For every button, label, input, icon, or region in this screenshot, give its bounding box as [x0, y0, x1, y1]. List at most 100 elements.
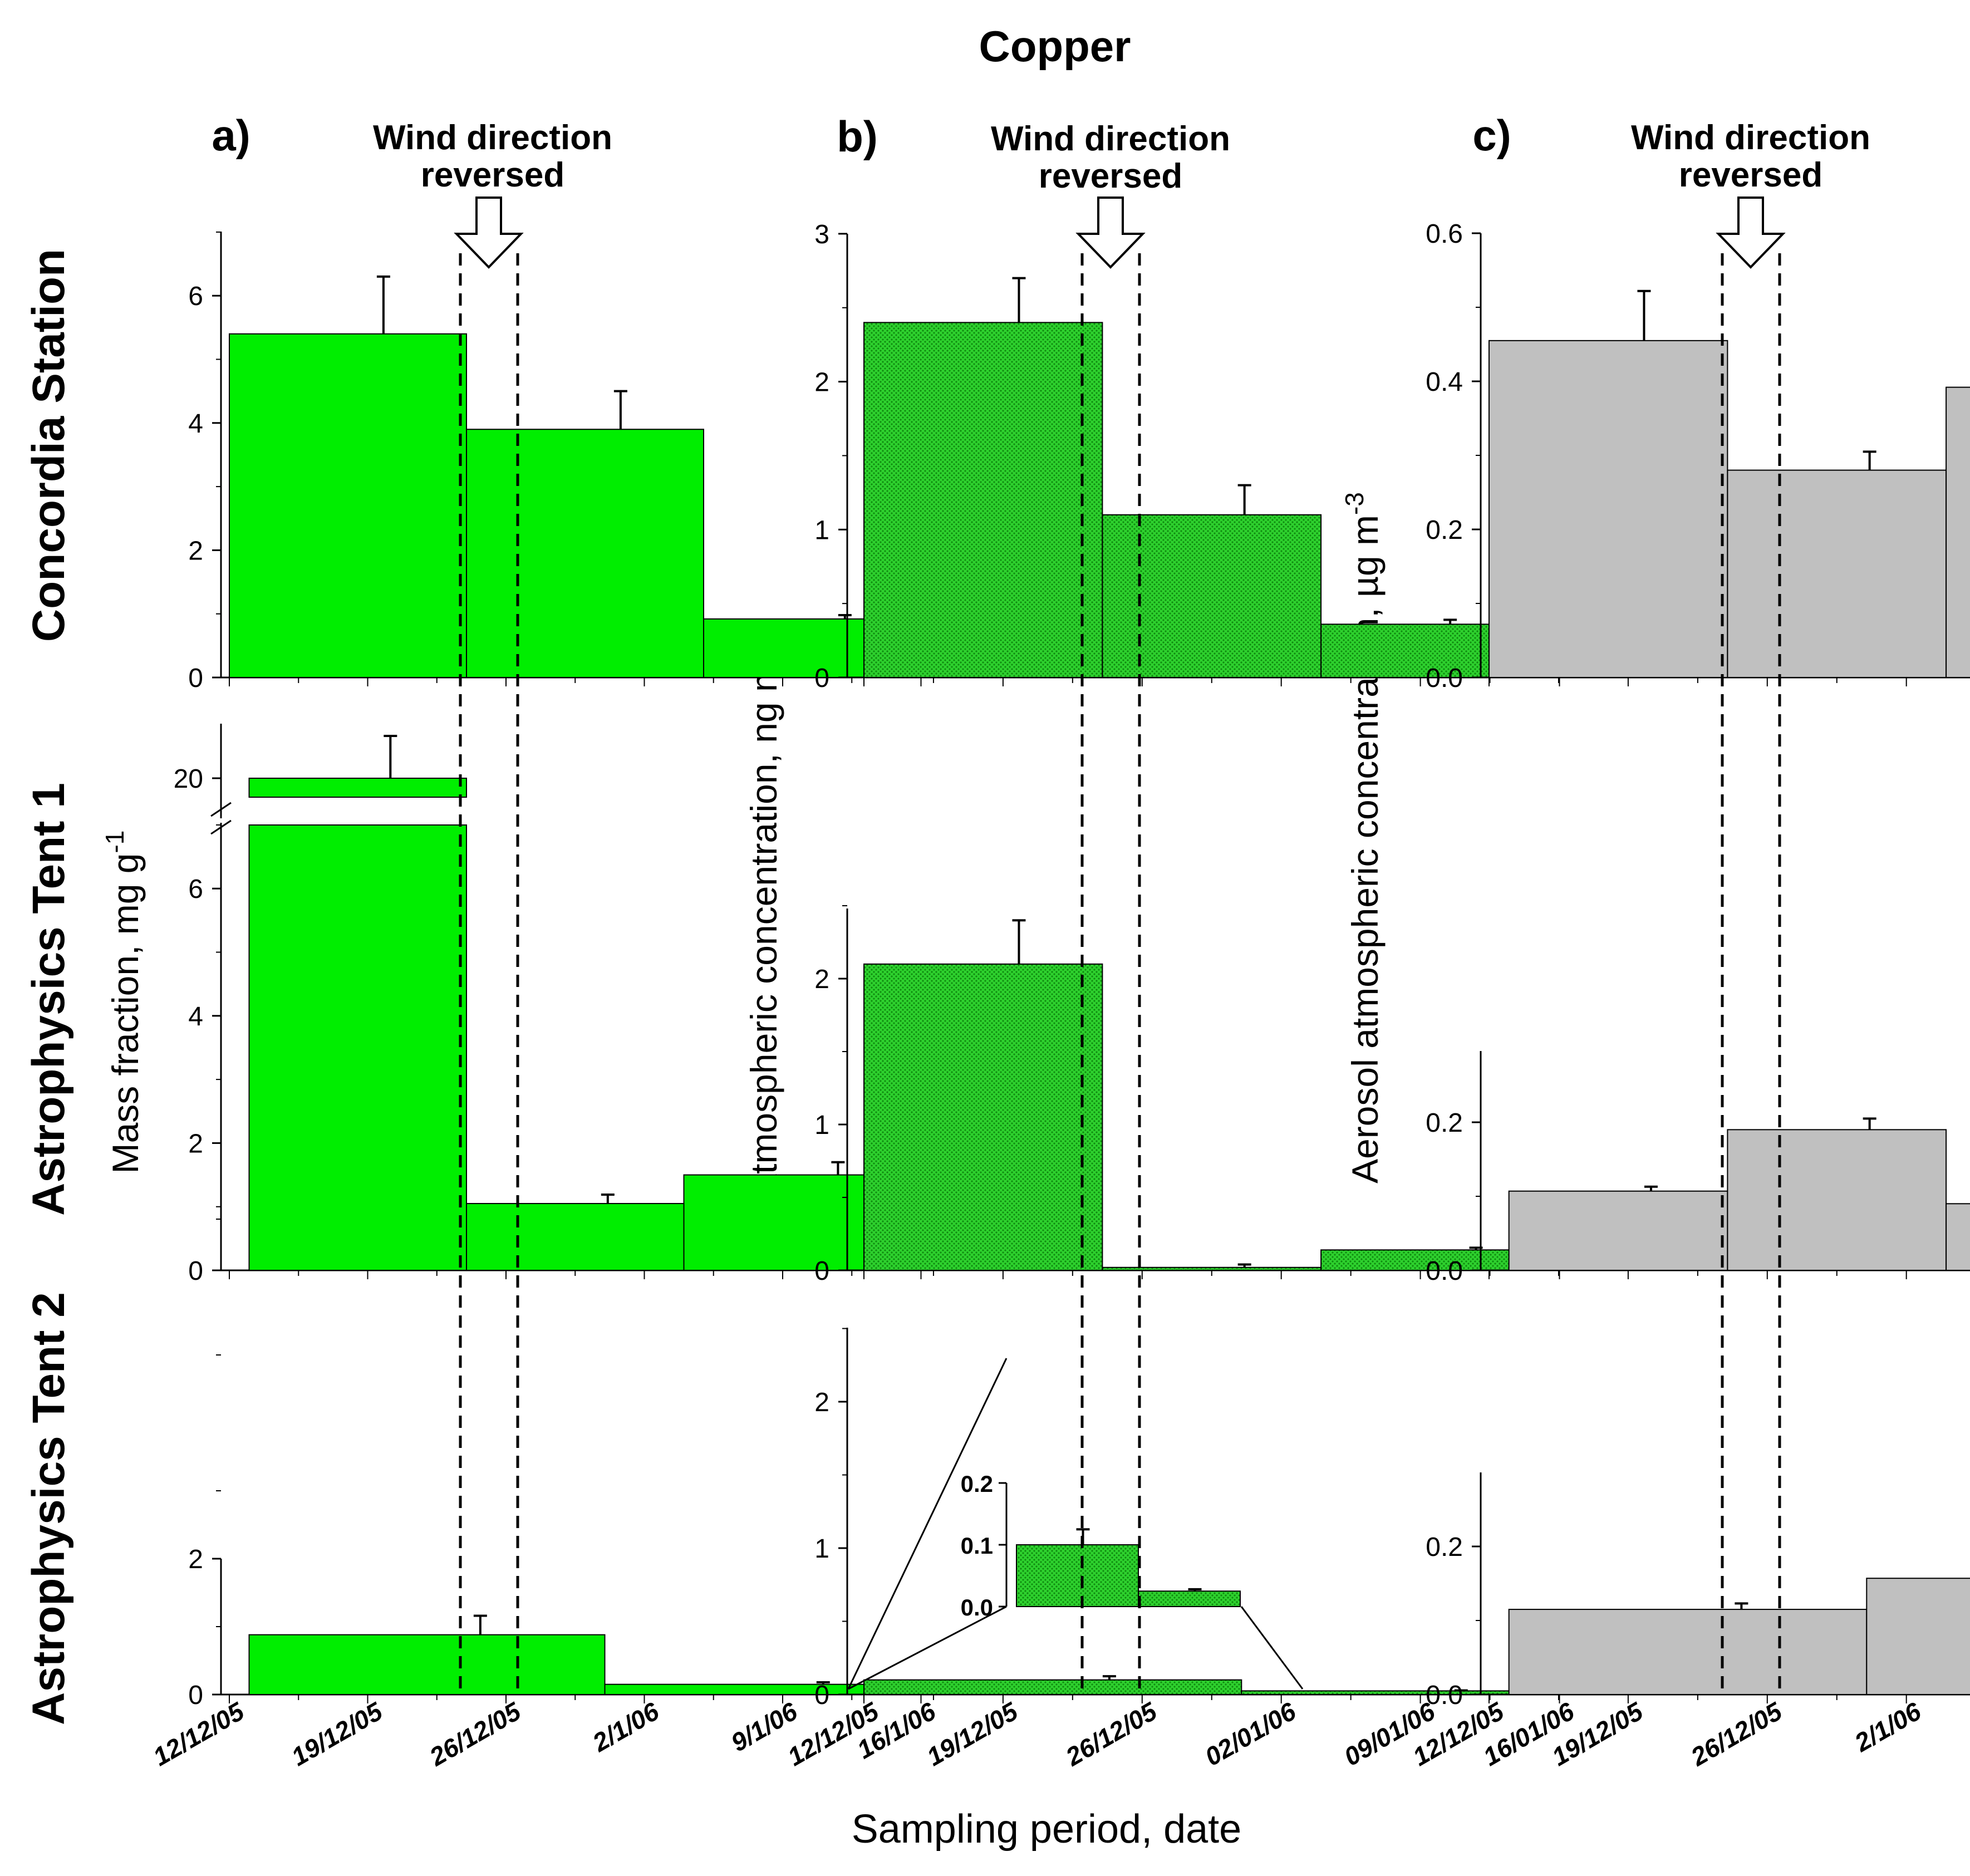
- bar: [229, 333, 467, 678]
- bar: [1727, 469, 1947, 678]
- axis-break-gap: [218, 818, 224, 823]
- y-tick-label: 6: [188, 282, 203, 311]
- bar: [248, 1634, 606, 1695]
- row-label-tent-2: Astrophysics Tent 2: [23, 1292, 74, 1725]
- x-tick-label: 02/01/06: [1200, 1696, 1301, 1771]
- bar: [1727, 1129, 1947, 1271]
- inset-zoom-line: [847, 1358, 1008, 1690]
- ylabel-b-text: Atmospheric concentration, ng m: [743, 661, 784, 1199]
- wind-arrow-icon: [1716, 197, 1786, 269]
- y-tick-label: 0: [188, 664, 203, 693]
- inset-bar: [1138, 1590, 1241, 1607]
- row-label-tent-1: Astrophysics Tent 1: [23, 783, 74, 1216]
- bar: [1102, 514, 1322, 678]
- y-tick-label: 3: [814, 220, 829, 249]
- x-tick-label: 26/12/05: [1060, 1696, 1162, 1772]
- annotation-line-2: reversed: [421, 156, 565, 194]
- x-tick-label: 26/12/05: [424, 1696, 526, 1772]
- y-tick-label: 2: [188, 1545, 203, 1574]
- y-tick-label: 20: [174, 764, 203, 794]
- annotation-b: Wind direction reversed: [991, 120, 1230, 195]
- y-tick-label: 0: [814, 1681, 829, 1710]
- bar: [466, 1202, 685, 1271]
- ylabel-a-sup: -1: [100, 831, 129, 853]
- y-tick-label: 1: [814, 1534, 829, 1564]
- y-tick-label: 0.0: [1426, 664, 1463, 693]
- x-axis-label: Sampling period, date: [852, 1807, 1241, 1852]
- panel-b-4: 0 1 2: [814, 905, 1566, 1286]
- panel-a-0: 0 2 4 6: [188, 231, 928, 693]
- x-tick-label: 2/1/06: [587, 1696, 664, 1757]
- ylabel-c: Aerosol atmospheric concentration, µg m-…: [1340, 492, 1386, 1183]
- ylabel-a-text: Mass fraction, mg g: [105, 853, 146, 1174]
- ylabel-a: Mass fraction, mg g-1: [100, 831, 146, 1174]
- inset-y-tick-label: 0.2: [961, 1471, 993, 1497]
- y-tick-label: 0.4: [1426, 367, 1463, 397]
- inset-zoom-line: [1240, 1606, 1304, 1690]
- ylabel-b: Atmospheric concentration, ng m-3: [739, 639, 784, 1199]
- y-tick-label: 0.2: [1426, 1108, 1463, 1138]
- y-tick-label: 0.0: [1426, 1256, 1463, 1286]
- bar: [466, 429, 704, 678]
- wind-arrow-icon: [454, 197, 524, 269]
- y-tick-label: 0: [188, 1681, 203, 1710]
- annotation-line-1: Wind direction: [1631, 119, 1870, 157]
- row-label-concordia: Concordia Station: [23, 249, 74, 642]
- inset-bar: [1016, 1544, 1139, 1607]
- bar: [1946, 1203, 1970, 1271]
- y-tick-label: 0: [814, 1256, 829, 1286]
- y-tick-label: 0.0: [1426, 1681, 1463, 1710]
- annotation-line-1: Wind direction: [373, 119, 612, 157]
- annotation-line-2: reversed: [1039, 157, 1183, 195]
- y-tick-label: 2: [188, 1129, 203, 1158]
- y-tick-label: 0: [188, 1256, 203, 1286]
- y-tick-label: 0.2: [1426, 515, 1463, 545]
- bar: [1508, 1609, 1868, 1696]
- panel-c-7: 0.0 0.2: [1426, 1051, 1970, 1286]
- axis-break-mark: [210, 802, 232, 817]
- y-tick-label: 0: [814, 664, 829, 693]
- y-tick-label: 6: [188, 875, 203, 904]
- y-tick-label: 4: [188, 1002, 203, 1032]
- y-tick-label: 0.6: [1426, 219, 1463, 249]
- ylabel-c-text: Aerosol atmospheric concentration, µg m: [1344, 515, 1386, 1183]
- bar: [863, 1679, 1242, 1695]
- ylabel-c-sup: -3: [1340, 492, 1369, 515]
- inset-y-tick-label: 0.1: [961, 1533, 993, 1559]
- x-tick-label: 2/1/06: [1849, 1696, 1926, 1757]
- y-tick-label: 2: [814, 368, 829, 397]
- panel-c-6: 0.0 0.2 0.4 0.6: [1426, 219, 1970, 693]
- y-tick-label: 2: [814, 1388, 829, 1417]
- column-label-c: c): [1472, 111, 1511, 160]
- column-label-a: a): [212, 111, 250, 160]
- bar: [863, 963, 1103, 1271]
- figure-title: Copper: [979, 22, 1131, 71]
- y-tick-label: 4: [188, 409, 203, 439]
- annotation-line-2: reversed: [1679, 156, 1823, 194]
- bar: [1320, 623, 1521, 679]
- bar: [1946, 386, 1970, 678]
- axis-break-mark: [210, 819, 232, 835]
- inset-zoom-line: [848, 1605, 1007, 1690]
- x-tick-label: 26/12/05: [1686, 1696, 1787, 1772]
- y-tick-label: 1: [814, 1111, 829, 1140]
- y-tick-label: 1: [814, 515, 829, 545]
- panel-b-3: 0 1 2 3: [814, 220, 1566, 693]
- wind-arrow-icon: [1075, 197, 1146, 269]
- overlay: [454, 197, 1786, 1695]
- y-tick-label: 2: [814, 965, 829, 994]
- annotation-line-1: Wind direction: [991, 120, 1230, 158]
- panel-c-8: 0.00.212/12/0519/12/0526/12/052/1/069/1/…: [1408, 1472, 1970, 1772]
- bar: [863, 322, 1103, 678]
- y-tick-label: 2: [188, 536, 203, 566]
- bar: [1488, 340, 1728, 678]
- y-tick-label: 0.2: [1426, 1533, 1463, 1562]
- column-label-b: b): [837, 112, 878, 161]
- x-tick-label: 19/12/05: [286, 1696, 387, 1771]
- bar: [1866, 1578, 1970, 1695]
- x-tick-label: 19/12/05: [922, 1696, 1023, 1771]
- annotation-c: Wind direction reversed: [1631, 119, 1870, 194]
